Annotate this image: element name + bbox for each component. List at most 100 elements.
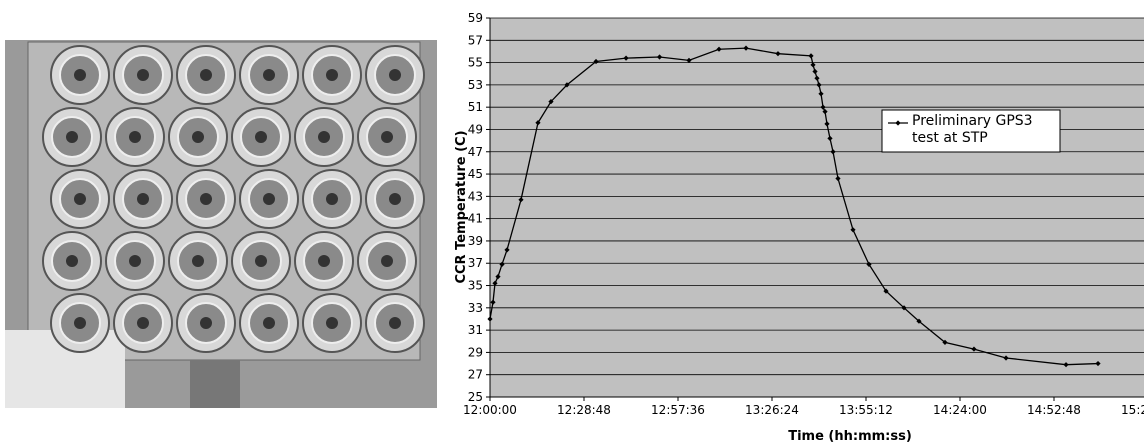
reflector-core [137, 69, 149, 81]
data-point [535, 120, 541, 126]
mount [190, 360, 240, 408]
data-point [971, 346, 977, 352]
reflector-core [137, 317, 149, 329]
reflector-core [381, 131, 393, 143]
y-tick-label: 27 [468, 368, 483, 382]
data-point [775, 51, 781, 57]
legend-box [881, 109, 1061, 153]
reflector-core [318, 255, 330, 267]
data-point [548, 99, 554, 105]
y-tick-label: 47 [468, 145, 483, 159]
x-tick-label: 13:26:24 [745, 403, 799, 417]
data-point [866, 261, 872, 267]
data-point [504, 247, 510, 253]
reflector-core [263, 69, 275, 81]
data-point [716, 46, 722, 52]
reflector-core [200, 69, 212, 81]
reflector-core [192, 255, 204, 267]
x-tick-label: 13:55:12 [839, 403, 893, 417]
legend-marker [895, 120, 901, 126]
data-point [830, 149, 836, 155]
data-point [1095, 360, 1101, 367]
y-tick-label: 29 [468, 345, 483, 359]
data-point [564, 82, 570, 88]
reflector-core [326, 317, 338, 329]
reflector-core [200, 317, 212, 329]
data-point [492, 280, 498, 286]
reflector-core [200, 193, 212, 205]
y-tick-label: 55 [468, 56, 483, 70]
y-tick-label: 59 [468, 11, 483, 25]
data-point [827, 135, 833, 141]
data-point [850, 227, 856, 233]
y-tick-label: 25 [468, 390, 483, 404]
data-point [623, 55, 629, 61]
data-point [1003, 355, 1009, 361]
data-point [656, 54, 663, 60]
data-point [916, 318, 922, 324]
x-tick-label: 12:57:36 [651, 403, 705, 417]
reflector-array [42, 45, 425, 353]
y-tick-label: 45 [468, 167, 483, 181]
data-point [814, 75, 820, 81]
data-point [495, 274, 501, 280]
reflector-core [326, 193, 338, 205]
y-tick-label: 53 [468, 78, 483, 92]
reflector-core [129, 131, 141, 143]
reflector-core [66, 255, 78, 267]
data-point [1063, 362, 1069, 368]
reflector-core [66, 131, 78, 143]
reflector-core [326, 69, 338, 81]
data-point [816, 82, 822, 88]
reflector-core [381, 255, 393, 267]
data-point [487, 316, 493, 322]
data-point [518, 197, 524, 203]
data-point [820, 104, 826, 110]
photo [5, 40, 437, 408]
y-tick-label: 31 [468, 323, 483, 337]
x-tick-label: 15:21:36 [1121, 403, 1144, 417]
y-tick-label: 57 [468, 33, 483, 47]
data-point [686, 57, 692, 63]
reflector-core [255, 131, 267, 143]
y-tick-label: 39 [468, 234, 483, 248]
x-tick-label: 14:24:00 [933, 403, 987, 417]
y-tick-label: 49 [468, 122, 483, 136]
reflector-core [74, 317, 86, 329]
reflector-core [255, 255, 267, 267]
x-tick-label: 12:00:00 [463, 403, 517, 417]
y-tick-label: 51 [468, 100, 483, 114]
data-point [901, 305, 907, 311]
data-point [835, 175, 841, 182]
reflector-core [137, 193, 149, 205]
data-point [812, 68, 818, 75]
reflector-core [74, 69, 86, 81]
data-point [883, 288, 889, 294]
reflector-core [263, 193, 275, 205]
data-point [822, 109, 828, 115]
y-tick-label: 37 [468, 256, 483, 270]
y-tick-label: 35 [468, 279, 483, 293]
legend-entry: Preliminary GPS3 test at STP [912, 113, 1033, 146]
x-tick-label: 12:28:48 [557, 403, 611, 417]
x-tick-label: 14:52:48 [1027, 403, 1081, 417]
reflector-core [389, 69, 401, 81]
reflector-core [389, 193, 401, 205]
data-point [808, 53, 814, 59]
reflector-core [263, 317, 275, 329]
data-point [942, 339, 948, 345]
reflector-core [389, 317, 401, 329]
data-point [818, 91, 824, 97]
y-tick-label: 43 [468, 189, 483, 203]
plot-area [490, 18, 1144, 397]
y-tick-label: 41 [468, 212, 483, 226]
reflector-core [318, 131, 330, 143]
y-axis-label: CCR Temperature (C) [454, 130, 469, 283]
data-point [743, 45, 749, 51]
data-point [593, 58, 599, 65]
data-point [810, 62, 816, 68]
data-point [490, 299, 496, 305]
data-point [499, 261, 505, 267]
